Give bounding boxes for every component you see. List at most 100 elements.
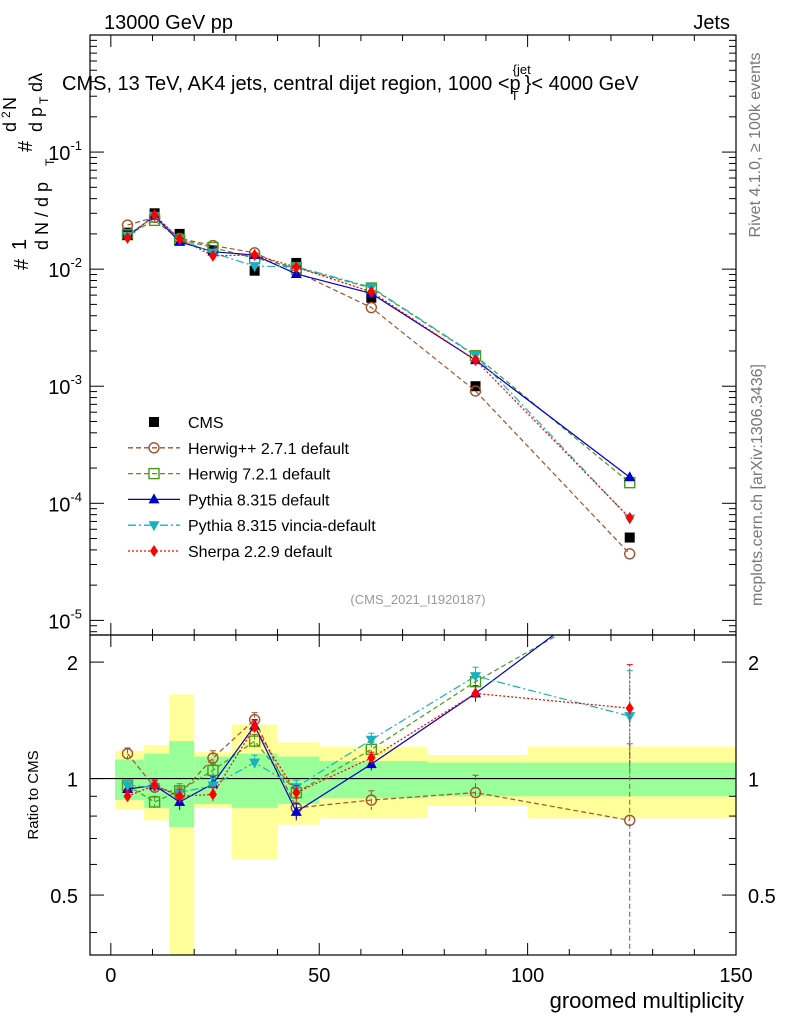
series-point bbox=[469, 385, 482, 397]
collision-label: 13000 GeV pp bbox=[104, 12, 233, 34]
y-tick-label-base: 10 bbox=[48, 494, 70, 516]
x-tick-label: 150 bbox=[719, 965, 752, 987]
series-point bbox=[365, 301, 378, 314]
x-tick-label: 50 bbox=[308, 965, 330, 987]
y-tick-label-exp: -1 bbox=[70, 138, 82, 153]
y-axis-label-text: 2 bbox=[0, 111, 13, 118]
ratio-point bbox=[150, 779, 159, 792]
x-tick-label: 100 bbox=[511, 965, 544, 987]
stat-uncertainty-band bbox=[527, 762, 736, 797]
ratio-point bbox=[121, 747, 134, 760]
y-tick-label-base: 10 bbox=[48, 377, 70, 399]
y-tick-label-exp: -5 bbox=[70, 606, 82, 621]
ratio-point bbox=[470, 672, 482, 683]
ratio-panel-series bbox=[121, 589, 636, 955]
ratio-point bbox=[367, 752, 376, 765]
legend-marker bbox=[148, 521, 160, 532]
y-axis-label-text: d N / d p bbox=[32, 182, 52, 250]
y-axis-label-text: dλ bbox=[26, 73, 46, 92]
y-tick-label-base: 10 bbox=[48, 143, 70, 165]
data-point bbox=[624, 532, 635, 543]
x-tick-label: 0 bbox=[105, 965, 116, 987]
legend-marker bbox=[148, 442, 160, 454]
series-point bbox=[250, 249, 259, 262]
y-tick-label-exp: -2 bbox=[70, 255, 82, 270]
series-point bbox=[367, 285, 376, 298]
legend-label: Herwig 7.2.1 default bbox=[188, 467, 331, 484]
series-line bbox=[127, 215, 631, 478]
ratio-point bbox=[365, 794, 378, 806]
y-axis-label-text: T bbox=[43, 158, 57, 166]
series-point bbox=[292, 261, 301, 274]
y-axis-label-text: d bbox=[0, 122, 20, 132]
series-point bbox=[150, 209, 159, 222]
plot-title: CMS, 13 TeV, AK4 jets, central dijet reg… bbox=[62, 62, 639, 103]
plot-title-sub: T bbox=[511, 88, 519, 103]
y-tick-label-ratio: 1 bbox=[67, 770, 78, 792]
series-point bbox=[471, 354, 480, 367]
ratio-point bbox=[250, 720, 259, 733]
main-frame bbox=[89, 34, 737, 636]
stat-uncertainty-band bbox=[427, 762, 528, 797]
y-tick-label-main: 10-4 bbox=[48, 489, 82, 516]
ratio-point bbox=[207, 781, 219, 792]
series-point bbox=[625, 511, 634, 524]
series-point bbox=[175, 232, 184, 245]
plot-title-sup: {jet bbox=[513, 62, 531, 77]
y-tick-label-ratio-right: 2 bbox=[748, 653, 759, 675]
y-tick-label-base: 10 bbox=[48, 611, 70, 633]
ratio-point bbox=[207, 764, 219, 777]
x-axis-label: groomed multiplicity bbox=[550, 988, 744, 1013]
y-tick-label-ratio: 0.5 bbox=[50, 886, 78, 908]
y-tick-label-exp: -4 bbox=[70, 489, 82, 504]
plot-title-end: }< 4000 GeV bbox=[525, 73, 640, 95]
ratio-point bbox=[175, 790, 184, 803]
y-tick-label-main: 10-3 bbox=[48, 372, 82, 399]
ratio-point bbox=[625, 702, 634, 715]
legend-label: Pythia 8.315 default bbox=[188, 492, 330, 509]
series-point bbox=[249, 262, 261, 273]
series-point bbox=[624, 471, 636, 482]
y-axis-label-ratio: Ratio to CMS bbox=[25, 750, 42, 839]
ratio-point bbox=[148, 796, 161, 808]
legend-label: CMS bbox=[188, 415, 224, 432]
category-label: Jets bbox=[693, 12, 730, 34]
ratio-line bbox=[127, 635, 559, 803]
ratio-point bbox=[290, 805, 302, 816]
y-tick-label-ratio-right: 1 bbox=[748, 770, 759, 792]
ratio-point bbox=[248, 735, 261, 747]
ratio-frame bbox=[89, 634, 737, 956]
y-tick-label-ratio-right: 0.5 bbox=[748, 886, 776, 908]
legend-label: Pythia 8.315 vincia-default bbox=[188, 518, 376, 535]
legend-label: Sherpa 2.2.9 default bbox=[188, 544, 333, 561]
legend-marker-cms bbox=[149, 417, 159, 427]
y-tick-label-exp: -3 bbox=[70, 372, 82, 387]
legend: CMS Herwig++ 2.7.1 default Herwig 7.2.1 de… bbox=[128, 415, 376, 561]
ratio-point bbox=[123, 790, 132, 803]
main-panel-series bbox=[121, 208, 636, 560]
ratio-point bbox=[249, 758, 261, 769]
y-tick-label-main: 10-5 bbox=[48, 606, 82, 633]
y-axis-label-text: N bbox=[0, 97, 20, 110]
series-point bbox=[208, 249, 217, 262]
ratio-point bbox=[471, 687, 480, 700]
legend-marker bbox=[150, 545, 158, 557]
series-point bbox=[624, 548, 636, 560]
y-tick-label-ratio: 2 bbox=[67, 653, 78, 675]
y-axis-label-text: # bbox=[15, 140, 37, 152]
side-label-top: Rivet 4.1.0, ≥ 100k events bbox=[747, 53, 764, 238]
legend-marker bbox=[148, 493, 160, 504]
ratio-point bbox=[365, 735, 377, 746]
y-tick-label-main: 10-1 bbox=[48, 138, 82, 165]
analysis-id: (CMS_2021_I1920187) bbox=[350, 592, 485, 607]
ratio-point bbox=[292, 786, 301, 799]
ratio-point bbox=[625, 589, 635, 599]
plot-title-main: CMS, 13 TeV, AK4 jets, central dijet reg… bbox=[62, 73, 521, 95]
ratio-point bbox=[469, 786, 482, 799]
side-label-bottom: mcplots.cern.ch [arXiv:1306.3436] bbox=[749, 364, 766, 606]
y-axis-label-text: d p bbox=[26, 107, 46, 132]
series-point bbox=[123, 231, 132, 244]
legend-marker bbox=[148, 467, 160, 480]
